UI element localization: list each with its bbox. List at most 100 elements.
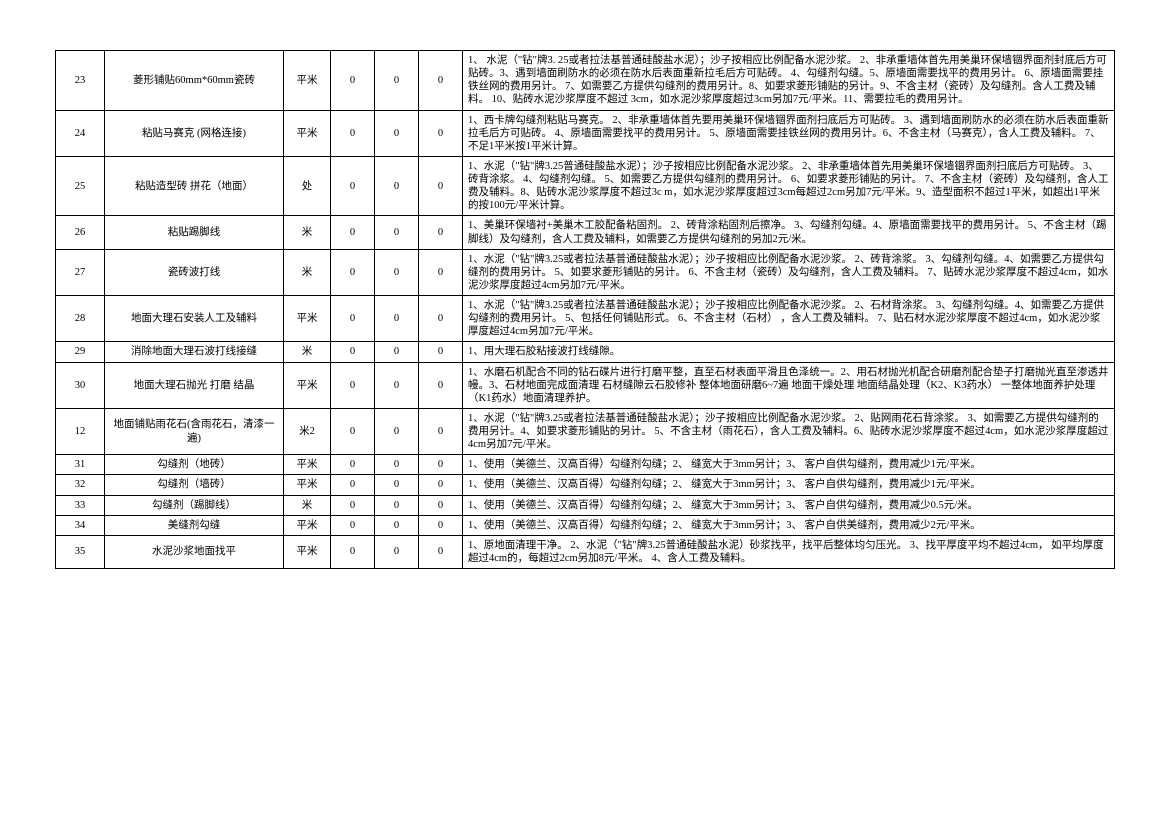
value-cell: 0 — [419, 342, 463, 362]
value-cell: 0 — [375, 495, 419, 515]
description: 1、使用（美德兰、汉高百得）勾缝剂勾缝；2、 缝宽大于3mm另计；3、 客户自供… — [463, 495, 1115, 515]
value-cell: 0 — [331, 156, 375, 216]
item-name: 消除地面大理石波打线接缝 — [105, 342, 284, 362]
table-row: 32勾缝剂（墙砖）平米0001、使用（美德兰、汉高百得）勾缝剂勾缝；2、 缝宽大… — [56, 475, 1115, 495]
value-cell: 0 — [419, 515, 463, 535]
value-cell: 0 — [375, 408, 419, 454]
value-cell: 0 — [375, 296, 419, 342]
value-cell: 0 — [419, 156, 463, 216]
value-cell: 0 — [331, 110, 375, 156]
table-row: 34美缝剂勾缝平米0001、使用（美德兰、汉高百得）勾缝剂勾缝；2、 缝宽大于3… — [56, 515, 1115, 535]
table-row: 27瓷砖波打线米0001、水泥（"钻"牌3.25或者拉法基普通硅酸盐水泥）；沙子… — [56, 249, 1115, 295]
pricing-table: 23菱形铺贴60mm*60mm瓷砖平米0001、 水泥（"钻"牌3. 25或者拉… — [55, 50, 1115, 569]
value-cell: 0 — [419, 110, 463, 156]
value-cell: 0 — [375, 156, 419, 216]
item-name: 勾缝剂（墙砖） — [105, 475, 284, 495]
row-index: 32 — [56, 475, 105, 495]
value-cell: 0 — [331, 216, 375, 249]
value-cell: 0 — [331, 362, 375, 408]
row-index: 12 — [56, 408, 105, 454]
item-name: 粘贴造型砖 拼花（地面） — [105, 156, 284, 216]
table-row: 25粘贴造型砖 拼花（地面）处0001、水泥（"钻"牌3.25普通硅酸盐水泥）；… — [56, 156, 1115, 216]
value-cell: 0 — [375, 110, 419, 156]
description: 1、水泥（"钻"牌3.25或者拉法基普通硅酸盐水泥）；沙子按相应比例配备水泥沙浆… — [463, 296, 1115, 342]
value-cell: 0 — [331, 475, 375, 495]
value-cell: 0 — [419, 249, 463, 295]
unit: 处 — [284, 156, 331, 216]
value-cell: 0 — [419, 51, 463, 111]
item-name: 地面大理石抛光 打磨 结晶 — [105, 362, 284, 408]
row-index: 27 — [56, 249, 105, 295]
value-cell: 0 — [331, 296, 375, 342]
unit: 平米 — [284, 110, 331, 156]
unit: 米 — [284, 495, 331, 515]
table-row: 24粘贴马赛克 (网格连接)平米0001、西卡牌勾缝剂粘贴马赛克。 2、非承重墙… — [56, 110, 1115, 156]
item-name: 粘贴马赛克 (网格连接) — [105, 110, 284, 156]
value-cell: 0 — [375, 455, 419, 475]
description: 1、使用（美德兰、汉高百得）勾缝剂勾缝；2、 缝宽大于3mm另计；3、 客户自供… — [463, 455, 1115, 475]
row-index: 25 — [56, 156, 105, 216]
unit: 平米 — [284, 296, 331, 342]
item-name: 勾缝剂（踢脚线） — [105, 495, 284, 515]
description: 1、水泥（"钻"牌3.25或者拉法基普通硅酸盐水泥）；沙子按相应比例配备水泥沙浆… — [463, 408, 1115, 454]
description: 1、美巢环保墙衬+美巢木工胶配备粘固剂。 2、砖背涂粘固剂后擦净。 3、勾缝剂勾… — [463, 216, 1115, 249]
description: 1、水磨石机配合不同的钻石碟片进行打磨平整，直至石材表面平滑且色泽统一。2、用石… — [463, 362, 1115, 408]
value-cell: 0 — [375, 342, 419, 362]
value-cell: 0 — [375, 249, 419, 295]
value-cell: 0 — [331, 51, 375, 111]
table-row: 26粘贴踢脚线米0001、美巢环保墙衬+美巢木工胶配备粘固剂。 2、砖背涂粘固剂… — [56, 216, 1115, 249]
item-name: 水泥沙浆地面找平 — [105, 535, 284, 568]
table-row: 12地面铺贴雨花石(含雨花石，清漆一遍)米20001、水泥（"钻"牌3.25或者… — [56, 408, 1115, 454]
row-index: 24 — [56, 110, 105, 156]
value-cell: 0 — [419, 495, 463, 515]
value-cell: 0 — [419, 296, 463, 342]
value-cell: 0 — [375, 535, 419, 568]
description: 1、水泥（"钻"牌3.25或者拉法基普通硅酸盐水泥）；沙子按相应比例配备水泥沙浆… — [463, 249, 1115, 295]
unit: 平米 — [284, 455, 331, 475]
table-row: 29消除地面大理石波打线接缝米0001、用大理石胶粘接波打线缝隙。 — [56, 342, 1115, 362]
description: 1、原地面清理干净。 2、水泥（"钻"牌3.25普通硅酸盐水泥）砂浆找平，找平后… — [463, 535, 1115, 568]
description: 1、水泥（"钻"牌3.25普通硅酸盐水泥）；沙子按相应比例配备水泥沙浆。 2、非… — [463, 156, 1115, 216]
description: 1、用大理石胶粘接波打线缝隙。 — [463, 342, 1115, 362]
table-row: 23菱形铺贴60mm*60mm瓷砖平米0001、 水泥（"钻"牌3. 25或者拉… — [56, 51, 1115, 111]
value-cell: 0 — [419, 535, 463, 568]
unit: 平米 — [284, 475, 331, 495]
value-cell: 0 — [331, 455, 375, 475]
table-row: 31勾缝剂（地砖）平米0001、使用（美德兰、汉高百得）勾缝剂勾缝；2、 缝宽大… — [56, 455, 1115, 475]
description: 1、 水泥（"钻"牌3. 25或者拉法基普通硅酸盐水泥）；沙子按相应比例配备水泥… — [463, 51, 1115, 111]
value-cell: 0 — [375, 216, 419, 249]
item-name: 勾缝剂（地砖） — [105, 455, 284, 475]
item-name: 美缝剂勾缝 — [105, 515, 284, 535]
value-cell: 0 — [375, 362, 419, 408]
unit: 米2 — [284, 408, 331, 454]
unit: 平米 — [284, 535, 331, 568]
value-cell: 0 — [331, 535, 375, 568]
value-cell: 0 — [419, 475, 463, 495]
row-index: 29 — [56, 342, 105, 362]
value-cell: 0 — [419, 216, 463, 249]
row-index: 30 — [56, 362, 105, 408]
item-name: 粘贴踢脚线 — [105, 216, 284, 249]
unit: 米 — [284, 216, 331, 249]
unit: 平米 — [284, 51, 331, 111]
page: 23菱形铺贴60mm*60mm瓷砖平米0001、 水泥（"钻"牌3. 25或者拉… — [0, 0, 1170, 827]
row-index: 33 — [56, 495, 105, 515]
value-cell: 0 — [419, 362, 463, 408]
value-cell: 0 — [331, 408, 375, 454]
value-cell: 0 — [331, 342, 375, 362]
item-name: 地面铺贴雨花石(含雨花石，清漆一遍) — [105, 408, 284, 454]
table-row: 35水泥沙浆地面找平平米0001、原地面清理干净。 2、水泥（"钻"牌3.25普… — [56, 535, 1115, 568]
row-index: 35 — [56, 535, 105, 568]
value-cell: 0 — [375, 51, 419, 111]
description: 1、使用（美德兰、汉高百得）勾缝剂勾缝；2、 缝宽大于3mm另计；3、 客户自供… — [463, 475, 1115, 495]
value-cell: 0 — [375, 475, 419, 495]
value-cell: 0 — [419, 408, 463, 454]
unit: 平米 — [284, 362, 331, 408]
table-row: 33勾缝剂（踢脚线）米0001、使用（美德兰、汉高百得）勾缝剂勾缝；2、 缝宽大… — [56, 495, 1115, 515]
row-index: 28 — [56, 296, 105, 342]
item-name: 瓷砖波打线 — [105, 249, 284, 295]
item-name: 菱形铺贴60mm*60mm瓷砖 — [105, 51, 284, 111]
value-cell: 0 — [331, 249, 375, 295]
unit: 平米 — [284, 515, 331, 535]
unit: 米 — [284, 342, 331, 362]
